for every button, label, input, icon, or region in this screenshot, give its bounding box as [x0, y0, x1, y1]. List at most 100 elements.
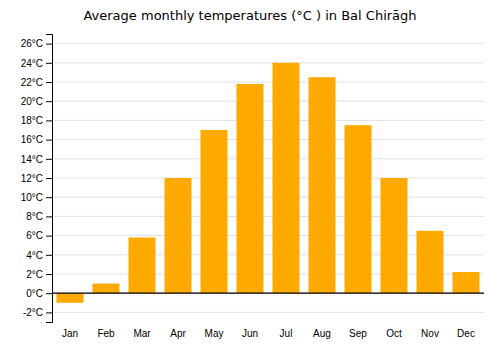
tick: 20°C [21, 96, 52, 107]
tick-label: 24°C [21, 58, 43, 69]
bar [237, 84, 264, 293]
bar [309, 77, 336, 293]
tick-label: 6°C [26, 230, 43, 241]
grid-line [52, 82, 484, 83]
tick: Mar [133, 328, 151, 339]
tick-label: 8°C [26, 211, 43, 222]
tick: Jan [62, 328, 78, 339]
tick: 14°C [21, 154, 52, 165]
tick-label: 10°C [21, 192, 43, 203]
grid-line [52, 120, 484, 121]
bar [345, 125, 372, 293]
x-axis: Jan Feb Mar Apr May Jun Jul Aug Sep Oct Nov Dec [62, 328, 475, 339]
tick-label: Apr [170, 328, 186, 339]
tick-label: 0°C [26, 288, 43, 299]
tick-label: 26°C [21, 38, 43, 49]
tick-mark [46, 255, 52, 256]
grid-line [52, 139, 484, 140]
tick: 16°C [21, 134, 52, 145]
grid-line [52, 293, 484, 294]
chart: -2°C 0°C 2°C 4°C 6°C 8°C 10°C 12°C 14°C 16°C 18°C 2… [0, 0, 500, 350]
tick: Aug [313, 328, 331, 339]
tick-label: Dec [457, 328, 475, 339]
tick: Jul [280, 328, 293, 339]
tick: -2°C [23, 307, 52, 318]
tick: May [205, 328, 224, 339]
tick-label: Sep [349, 328, 367, 339]
tick-mark [46, 178, 52, 179]
tick-mark [46, 140, 52, 141]
plot: -2°C 0°C 2°C 4°C 6°C 8°C 10°C 12°C 14°C 16°C 18°C 2… [21, 35, 484, 340]
tick-label: 22°C [21, 77, 43, 88]
tick: 18°C [21, 115, 52, 126]
tick-mark [46, 101, 52, 102]
tick: 12°C [21, 173, 52, 184]
tick-mark [46, 197, 52, 198]
tick-mark [46, 216, 52, 217]
tick: 0°C [26, 288, 52, 299]
bar [165, 178, 192, 293]
tick-label: 12°C [21, 173, 43, 184]
zero-line [52, 293, 484, 294]
tick-mark [46, 63, 52, 64]
tick-label: Mar [133, 328, 151, 339]
tick: 2°C [26, 269, 52, 280]
tick-label: 4°C [26, 250, 43, 261]
tick-label: -2°C [23, 307, 43, 318]
tick: 4°C [26, 250, 52, 261]
tick-label: 14°C [21, 154, 43, 165]
grid-line [52, 43, 484, 44]
tick-label: May [205, 328, 224, 339]
tick: Sep [349, 328, 367, 339]
tick-label: 16°C [21, 134, 43, 145]
tick-mark [46, 236, 52, 237]
tick-label: Jul [280, 328, 293, 339]
tick-mark [46, 312, 52, 313]
tick-label: Feb [97, 328, 115, 339]
tick-mark [46, 159, 52, 160]
grid [52, 44, 484, 313]
bar [273, 63, 300, 293]
tick: 10°C [21, 192, 52, 203]
tick: 6°C [26, 230, 52, 241]
tick-label: Nov [421, 328, 439, 339]
tick-mark [46, 120, 52, 121]
tick-mark [46, 44, 52, 45]
bar [417, 231, 444, 293]
tick-label: 2°C [26, 269, 43, 280]
tick-label: 20°C [21, 96, 43, 107]
bar [93, 284, 120, 294]
tick: 26°C [21, 38, 52, 49]
tick: Dec [457, 328, 475, 339]
grid-line [52, 62, 484, 63]
tick-label: Aug [313, 328, 331, 339]
tick-mark [46, 293, 52, 294]
tick-label: 18°C [21, 115, 43, 126]
grid-line [52, 312, 484, 313]
grid-line [52, 178, 484, 179]
bar [129, 238, 156, 294]
bar [201, 130, 228, 293]
tick: Oct [386, 328, 402, 339]
tick: Nov [421, 328, 439, 339]
tick-mark [46, 82, 52, 83]
tick: Feb [97, 328, 115, 339]
grid-line [52, 216, 484, 217]
bar [453, 272, 480, 293]
bar [381, 178, 408, 293]
grid-line [52, 197, 484, 198]
bar [57, 293, 84, 303]
tick: 22°C [21, 77, 52, 88]
tick-label: Oct [386, 328, 402, 339]
y-axis: -2°C 0°C 2°C 4°C 6°C 8°C 10°C 12°C 14°C 16°C 18°C 2… [21, 35, 53, 323]
tick: Apr [170, 328, 186, 339]
grid-line [52, 101, 484, 102]
tick: 24°C [21, 58, 52, 69]
tick-mark [46, 274, 52, 275]
title: Average monthly temperatures (°C ) in Ba… [83, 8, 416, 23]
tick: Jun [242, 328, 258, 339]
grid-line [52, 158, 484, 159]
tick-label: Jun [242, 328, 258, 339]
tick-label: Jan [62, 328, 78, 339]
tick: 8°C [26, 211, 52, 222]
